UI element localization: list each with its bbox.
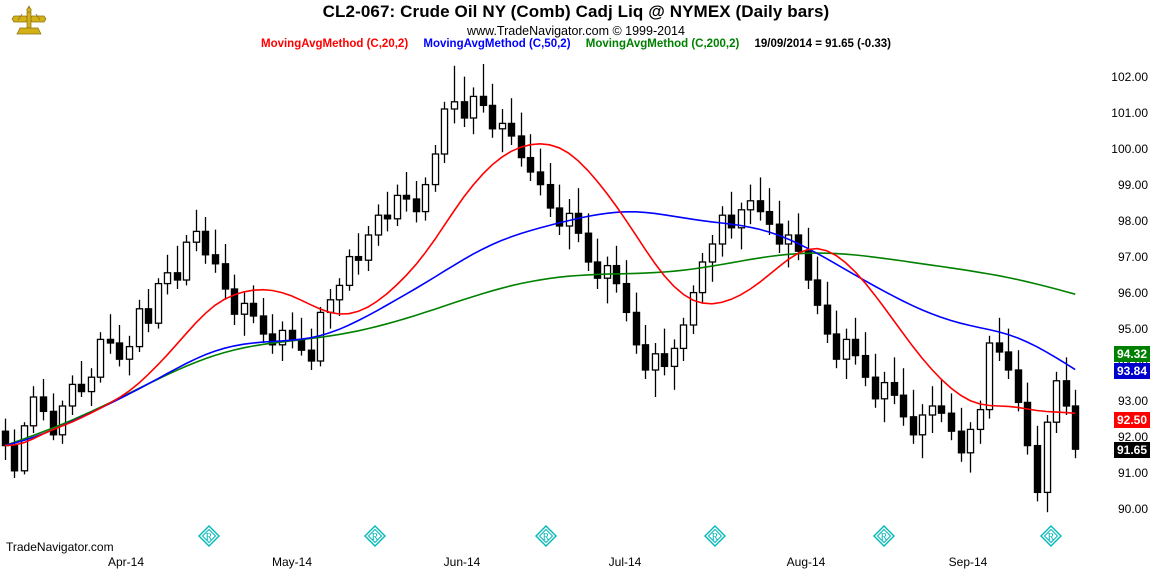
month-tick-label: Jul-14: [608, 555, 642, 569]
price-tick-label: 90.00: [1117, 501, 1148, 516]
rollover-diamond-icon[interactable]: R: [873, 525, 895, 547]
svg-text:R: R: [1048, 532, 1055, 543]
price-axis: 90.0091.0092.0093.0094.0095.0096.0097.00…: [1080, 55, 1152, 523]
price-tick-label: 92.00: [1117, 429, 1148, 444]
price-marker-blue: 93.84: [1113, 363, 1150, 380]
candlestick-series: [1, 64, 1080, 513]
rollover-diamond-icon[interactable]: R: [535, 525, 557, 547]
ma200-line: [4, 252, 1076, 447]
time-axis: TradeNavigator.com Apr-14 May-14 Jun-14 Jul…: [0, 523, 1152, 576]
price-tick-label: 96.00: [1117, 285, 1148, 300]
chart-legend: MovingAvgMethod (C,20,2) MovingAvgMethod…: [0, 38, 1152, 50]
svg-text:R: R: [372, 532, 379, 543]
trade-navigator-emblem-icon: [11, 5, 47, 35]
price-marker-black: 91.65: [1113, 442, 1150, 459]
month-tick-label: Aug-14: [786, 555, 826, 569]
price-tick-label: 95.00: [1117, 321, 1148, 336]
rollover-diamond-icon[interactable]: R: [198, 525, 220, 547]
price-tick-label: 101.00: [1111, 105, 1148, 120]
price-marker-green: 94.32: [1113, 346, 1150, 363]
ma50-line: [4, 211, 1076, 447]
svg-text:R: R: [712, 532, 719, 543]
price-tick-label: 93.00: [1117, 393, 1148, 408]
legend-item-ma50: MovingAvgMethod (C,50,2): [423, 38, 571, 50]
legend-item-ma200: MovingAvgMethod (C,200,2): [585, 38, 740, 50]
month-tick-label: Sep-14: [948, 555, 988, 569]
svg-text:R: R: [881, 532, 888, 543]
page-title: CL2-067: Crude Oil NY (Comb) Cadj Liq @ …: [322, 2, 830, 21]
price-tick-label: 91.00: [1117, 465, 1148, 480]
ma20-line: [4, 142, 1076, 447]
price-tick-label: 100.00: [1111, 141, 1148, 156]
price-marker-red: 92.50: [1113, 411, 1150, 428]
candlestick-svg: [1, 64, 1080, 513]
price-plot-area[interactable]: [0, 55, 1080, 523]
price-tick-label: 98.00: [1117, 213, 1148, 228]
price-tick-label: 102.00: [1111, 69, 1148, 84]
legend-item-quote: 19/09/2014 = 91.65 (-0.33): [754, 38, 892, 50]
price-tick-label: 99.00: [1117, 177, 1148, 192]
legend-item-ma20: MovingAvgMethod (C,20,2): [260, 38, 409, 50]
brand-label: TradeNavigator.com: [6, 540, 114, 554]
month-tick-label: Jun-14: [443, 555, 481, 569]
month-tick-label: May-14: [271, 555, 313, 569]
svg-text:R: R: [206, 532, 213, 543]
rollover-diamond-icon[interactable]: R: [364, 525, 386, 547]
price-tick-label: 97.00: [1117, 249, 1148, 264]
copyright-line: www.TradeNavigator.com © 1999-2014: [467, 24, 685, 38]
rollover-diamond-icon[interactable]: R: [1040, 525, 1062, 547]
month-tick-label: Apr-14: [107, 555, 145, 569]
svg-text:R: R: [543, 532, 550, 543]
rollover-diamond-icon[interactable]: R: [704, 525, 726, 547]
